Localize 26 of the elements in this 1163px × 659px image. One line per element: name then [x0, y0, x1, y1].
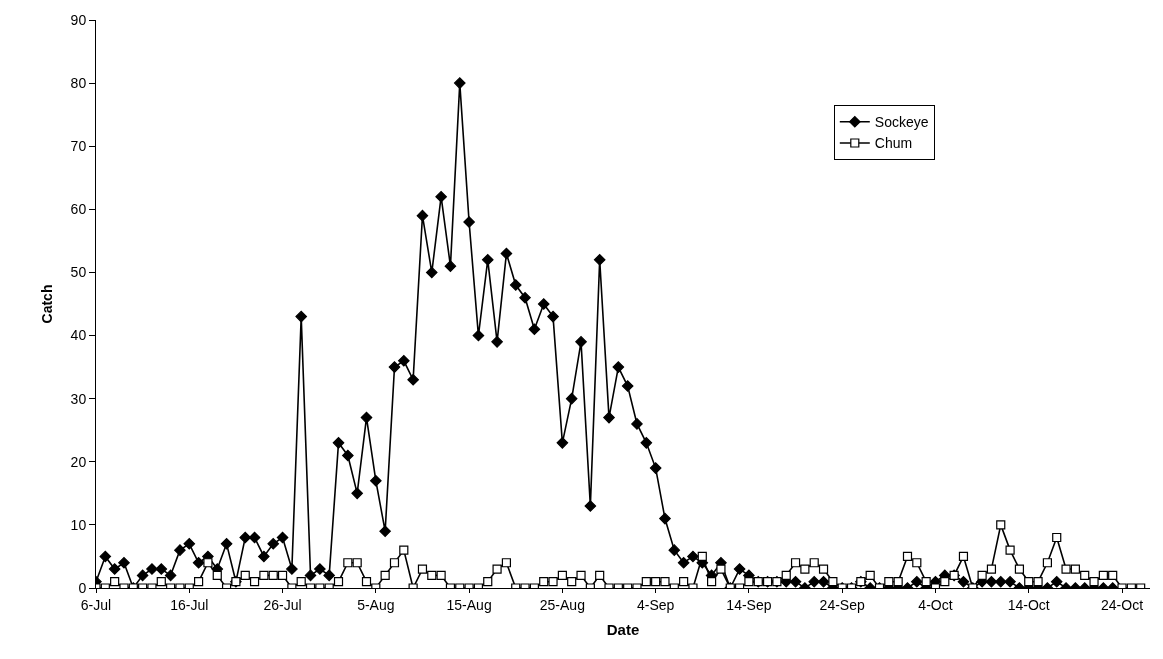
x-tick-label: 4-Sep [636, 596, 675, 613]
x-tick-label: 25-Aug [539, 596, 585, 613]
x-axis-title: Date [606, 620, 640, 638]
x-tick-label: 26-Jul [263, 596, 302, 613]
y-tick-label: 30 [70, 390, 87, 407]
y-tick-label: 70 [70, 138, 87, 155]
legend-label: Chum [874, 135, 913, 152]
y-tick-label: 0 [78, 579, 87, 596]
y-tick-label: 10 [70, 516, 87, 533]
y-tick-label: 20 [70, 453, 87, 470]
y-tick-label: 90 [70, 11, 87, 28]
y-tick-label: 40 [70, 327, 87, 344]
x-tick-label: 4-Oct [918, 596, 953, 613]
x-tick-label: 6-Jul [80, 596, 112, 613]
x-tick-label: 14-Oct [1007, 596, 1050, 613]
y-tick-label: 60 [70, 201, 87, 218]
x-tick-label: 14-Sep [726, 596, 772, 613]
y-axis-title: Catch [39, 284, 56, 324]
x-tick-label: 5-Aug [357, 596, 395, 613]
y-tick-label: 50 [70, 264, 87, 281]
y-tick-label: 80 [70, 75, 87, 92]
x-tick-label: 24-Oct [1101, 596, 1144, 613]
x-tick-label: 24-Sep [819, 596, 865, 613]
legend-label: Sockeye [874, 114, 929, 131]
x-tick-label: 15-Aug [446, 596, 492, 613]
x-tick-label: 16-Jul [170, 596, 209, 613]
